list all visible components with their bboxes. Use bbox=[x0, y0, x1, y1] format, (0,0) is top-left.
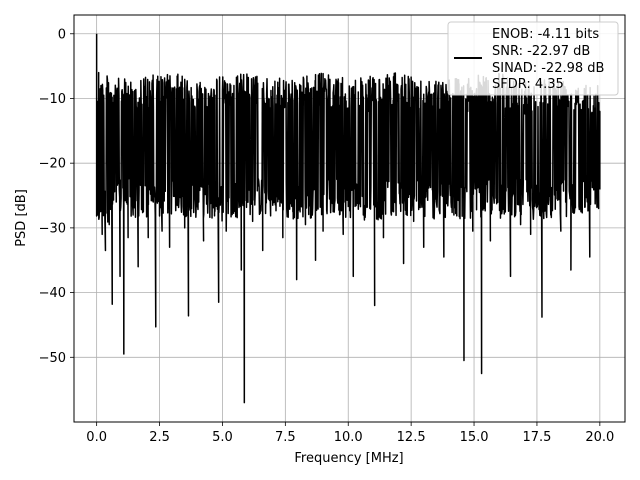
x-tick-label: 0.0 bbox=[86, 430, 107, 445]
y-axis-label: PSD [dB] bbox=[14, 189, 29, 247]
y-tick-label: 0 bbox=[58, 27, 66, 42]
y-tick-label: −50 bbox=[39, 351, 66, 366]
legend-snr: SNR: -22.97 dB bbox=[492, 44, 590, 59]
x-tick-label: 20.0 bbox=[585, 430, 614, 445]
legend-sinad: SINAD: -22.98 dB bbox=[492, 61, 604, 76]
legend: ENOB: -4.11 bits SNR: -22.97 dB SINAD: -… bbox=[447, 21, 619, 96]
y-tick-label: −40 bbox=[39, 286, 66, 301]
x-tick-label: 12.5 bbox=[397, 430, 426, 445]
y-tick-label: −30 bbox=[39, 221, 66, 236]
x-tick-label: 7.5 bbox=[275, 430, 296, 445]
x-axis: 0.0 2.5 5.0 7.5 10.0 12.5 15.0 17.5 20.0 bbox=[86, 422, 614, 445]
y-tick-label: −20 bbox=[39, 157, 66, 172]
x-axis-label: Frequency [MHz] bbox=[294, 451, 403, 466]
x-tick-label: 5.0 bbox=[212, 430, 233, 445]
x-tick-label: 17.5 bbox=[522, 430, 551, 445]
legend-sfdr: SFDR: 4.35 bbox=[492, 77, 564, 92]
axes-frame bbox=[73, 14, 626, 423]
x-tick-label: 10.0 bbox=[334, 430, 363, 445]
y-axis: 0 −10 −20 −30 −40 −50 bbox=[39, 27, 74, 366]
y-tick-label: −10 bbox=[39, 92, 66, 107]
legend-enob: ENOB: -4.11 bits bbox=[492, 27, 599, 42]
legend-box bbox=[447, 21, 619, 96]
x-tick-label: 15.0 bbox=[460, 430, 489, 445]
x-tick-label: 2.5 bbox=[149, 430, 170, 445]
